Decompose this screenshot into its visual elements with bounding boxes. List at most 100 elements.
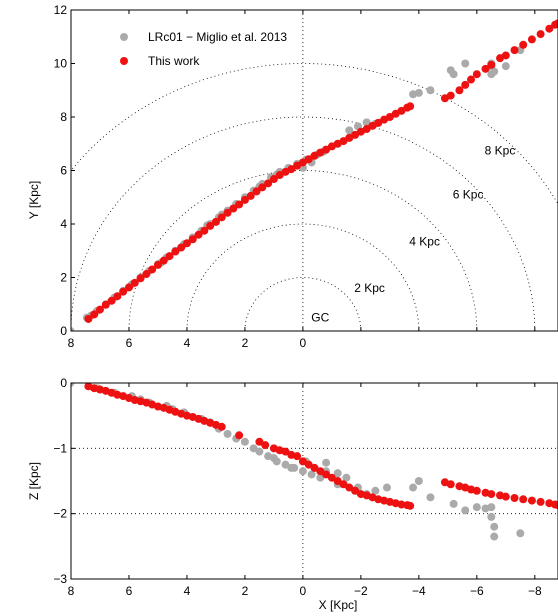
legend: LRc01 − Miglio et al. 2013 This work bbox=[120, 30, 287, 68]
data-point bbox=[307, 470, 316, 479]
data-point bbox=[119, 287, 128, 296]
data-point bbox=[487, 503, 496, 512]
data-point bbox=[177, 243, 186, 252]
data-point bbox=[316, 467, 325, 476]
data-point bbox=[397, 500, 406, 509]
data-point bbox=[287, 463, 296, 472]
circle-label: 8 Kpc bbox=[485, 143, 516, 157]
data-point bbox=[255, 437, 264, 446]
circle-label: 4 Kpc bbox=[409, 234, 440, 248]
data-point bbox=[182, 239, 191, 248]
data-point bbox=[310, 463, 319, 472]
legend-marker-grey bbox=[120, 33, 128, 41]
data-point bbox=[255, 447, 264, 456]
data-point bbox=[217, 213, 226, 222]
data-point bbox=[269, 175, 278, 184]
data-point bbox=[165, 252, 174, 261]
top-panel: GC 2 Kpc 4 Kpc 6 Kpc 8 Kpc 8 6 4 2 0 0 2 4 6 8 10 12 Y … bbox=[27, 3, 558, 350]
data-point bbox=[293, 452, 302, 461]
x-tick-label: 2 bbox=[242, 336, 249, 350]
data-point bbox=[406, 102, 415, 111]
data-point bbox=[159, 256, 168, 265]
y-tick-label: 0 bbox=[60, 376, 67, 390]
data-point bbox=[414, 477, 423, 485]
data-point bbox=[339, 480, 348, 489]
data-point bbox=[446, 480, 455, 489]
data-point bbox=[113, 292, 122, 301]
data-point bbox=[510, 46, 519, 55]
x-tick-label: 0 bbox=[300, 336, 307, 350]
data-point bbox=[264, 179, 273, 188]
data-point bbox=[490, 67, 499, 76]
data-point bbox=[171, 247, 180, 256]
y-tick-label: 6 bbox=[60, 164, 67, 178]
x-tick-label: 6 bbox=[126, 336, 133, 350]
data-point bbox=[501, 51, 510, 60]
data-point bbox=[342, 473, 351, 482]
data-point bbox=[519, 495, 528, 504]
x-tick-label: −8 bbox=[528, 584, 542, 598]
data-point bbox=[449, 499, 458, 508]
data-point bbox=[426, 86, 435, 95]
data-point bbox=[71, 383, 75, 387]
data-point bbox=[536, 30, 545, 39]
bottom-ticks: 8 6 4 2 0 −2 −4 −6 −8 0 −1 −2 −3 bbox=[53, 376, 542, 598]
data-point bbox=[351, 486, 360, 495]
data-point bbox=[481, 64, 490, 73]
data-point bbox=[516, 529, 525, 538]
x-tick-label: 4 bbox=[184, 584, 191, 598]
x-tick-label: −4 bbox=[412, 584, 426, 598]
bottom-points bbox=[71, 383, 558, 541]
data-point bbox=[519, 40, 528, 49]
data-point bbox=[71, 327, 75, 331]
data-point bbox=[461, 506, 470, 515]
y-tick-label: 8 bbox=[60, 110, 67, 124]
data-point bbox=[467, 75, 476, 84]
data-point bbox=[235, 200, 244, 209]
x-tick-label: 4 bbox=[184, 336, 191, 350]
legend-label-miglio: LRc01 − Miglio et al. 2013 bbox=[148, 30, 287, 44]
data-point bbox=[223, 429, 232, 438]
circle-labels: GC 2 Kpc 4 Kpc 6 Kpc 8 Kpc bbox=[311, 143, 515, 324]
top-plot-frame bbox=[70, 9, 558, 332]
data-point bbox=[501, 62, 510, 71]
data-point bbox=[409, 483, 418, 492]
data-point bbox=[90, 310, 99, 319]
legend-label-this-work: This work bbox=[148, 54, 200, 68]
data-point bbox=[371, 486, 380, 495]
legend-marker-red bbox=[120, 57, 128, 65]
data-point bbox=[472, 486, 481, 495]
data-point bbox=[304, 155, 313, 164]
data-point bbox=[446, 91, 455, 100]
data-point bbox=[536, 497, 545, 506]
data-point bbox=[229, 204, 238, 213]
y-tick-label: 12 bbox=[54, 3, 68, 17]
data-point bbox=[333, 469, 342, 478]
data-point bbox=[124, 283, 133, 292]
x-tick-label: 8 bbox=[68, 584, 75, 598]
data-point bbox=[130, 278, 139, 287]
data-point bbox=[545, 24, 554, 33]
data-point bbox=[345, 483, 354, 492]
data-point bbox=[206, 221, 215, 230]
data-point bbox=[554, 501, 558, 510]
data-point bbox=[472, 70, 481, 79]
data-point bbox=[322, 458, 331, 467]
data-point bbox=[487, 60, 496, 69]
data-point bbox=[461, 59, 470, 68]
y-tick-label: 0 bbox=[60, 324, 67, 338]
y-tick-label: 2 bbox=[60, 271, 67, 285]
data-point bbox=[258, 183, 267, 192]
data-point bbox=[188, 235, 197, 244]
circle-label: 6 Kpc bbox=[453, 188, 484, 202]
data-point bbox=[298, 467, 307, 476]
bottom-plot-frame bbox=[70, 382, 558, 580]
data-point bbox=[142, 270, 151, 279]
data-point bbox=[510, 493, 519, 502]
x-tick-label: 8 bbox=[68, 336, 75, 350]
data-point bbox=[487, 512, 496, 521]
x-tick-label: −2 bbox=[354, 584, 368, 598]
top-ticks: 8 6 4 2 0 0 2 4 6 8 10 12 bbox=[54, 3, 536, 350]
data-point bbox=[333, 477, 342, 485]
